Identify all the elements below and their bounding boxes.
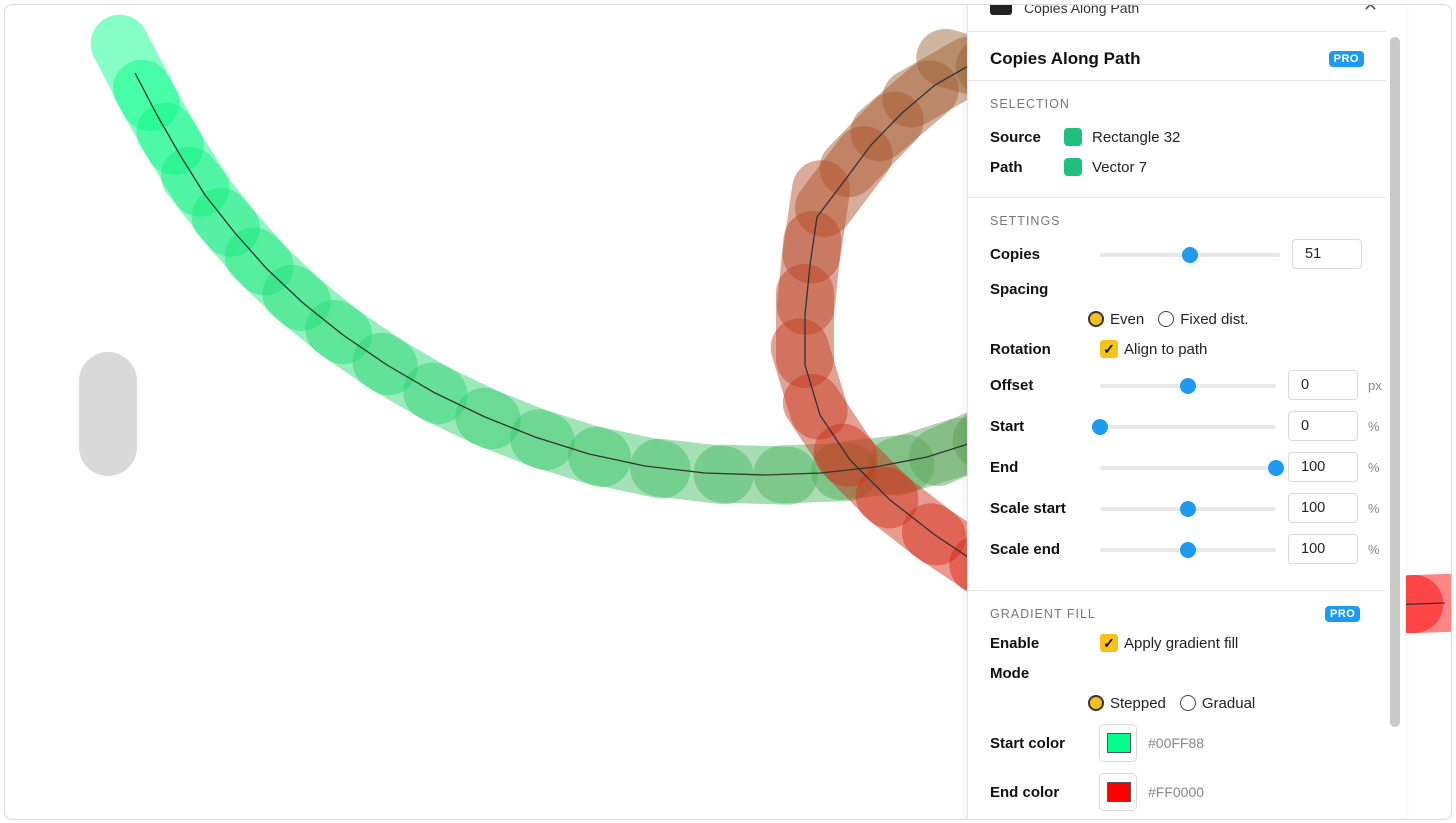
gradient-pro-badge: PRO (1325, 606, 1361, 622)
offset-unit: px (1368, 378, 1382, 393)
end-row: End (990, 456, 1386, 478)
plugin-icon (990, 5, 1012, 15)
end-color-hex[interactable]: #FF0000 (1148, 784, 1205, 800)
mode-gradual-radio[interactable]: Gradual (1179, 694, 1256, 712)
copies-label: Copies (990, 245, 1041, 263)
rotation-option: Align to path (1124, 340, 1208, 358)
enable-checkbox[interactable]: ✓ (1100, 634, 1118, 652)
scale-end-row: Scale end (990, 538, 1386, 560)
scale-start-slider-knob[interactable] (1180, 501, 1196, 517)
radio-selected-icon (1088, 695, 1104, 711)
spacing-options: Even Fixed dist. (1088, 308, 1386, 330)
mode-row: Mode (990, 662, 1386, 684)
start-unit: % (1368, 419, 1380, 434)
mode-options: Stepped Gradual (1088, 692, 1386, 714)
offset-slider[interactable] (1100, 378, 1276, 394)
settings-heading: SETTINGS (990, 214, 1061, 228)
spacing-fixed-radio[interactable]: Fixed dist. (1158, 310, 1249, 328)
end-slider-knob[interactable] (1268, 460, 1284, 476)
spacing-row: Spacing (990, 278, 1386, 300)
start-color-row: Start color (990, 732, 1386, 754)
scale-start-unit: % (1368, 501, 1380, 516)
mode-stepped-radio[interactable]: Stepped (1088, 695, 1166, 712)
gradient-section: GRADIENT FILL PRO Enable ✓ Apply gradien… (968, 591, 1386, 819)
rotation-checkbox[interactable]: ✓ (1100, 340, 1118, 358)
scale-end-unit: % (1368, 542, 1380, 557)
path-row: Path Vector 7 (990, 156, 1386, 178)
source-row: Source Rectangle 32 (990, 126, 1386, 148)
plugin-title: Copies Along Path (990, 49, 1141, 68)
path-label: Path (990, 158, 1023, 176)
close-icon[interactable]: ✕ (1362, 4, 1378, 15)
rotation-row: Rotation ✓ Align to path (990, 338, 1386, 360)
scale-end-label: Scale end (990, 540, 1061, 558)
plugin-panel: Copies Along Path ✕ Copies Along Path PR… (967, 4, 1406, 819)
source-value: Rectangle 32 (1092, 128, 1181, 146)
copies-slider[interactable] (1100, 247, 1280, 263)
end-slider[interactable] (1100, 460, 1284, 476)
offset-row: Offset (990, 374, 1386, 396)
pro-badge: PRO (1328, 51, 1364, 67)
copies-input[interactable]: 51 (1292, 239, 1362, 269)
start-slider[interactable] (1092, 419, 1276, 435)
start-input[interactable]: 0 (1288, 411, 1358, 441)
radio-empty-icon (1158, 311, 1175, 327)
spacing-even-label: Even (1110, 310, 1145, 328)
offset-label: Offset (990, 376, 1034, 394)
path-swatch (1064, 158, 1082, 176)
app-frame: Copies Along Path ✕ Copies Along Path PR… (4, 4, 1452, 820)
enable-label: Enable (990, 634, 1040, 652)
offset-input[interactable]: 0 (1288, 370, 1358, 400)
end-color-label: End color (990, 783, 1060, 801)
spacing-fixed-label: Fixed dist. (1180, 310, 1249, 328)
spacing-even-radio[interactable]: Even (1088, 311, 1144, 328)
offset-slider-knob[interactable] (1180, 378, 1196, 394)
scale-end-slider-knob[interactable] (1180, 542, 1196, 558)
copies-row: Copies (990, 243, 1386, 265)
enable-row: Enable ✓ Apply gradient fill (990, 632, 1386, 654)
start-slider-knob[interactable] (1092, 419, 1108, 435)
rotation-label: Rotation (990, 340, 1051, 358)
scale-start-label: Scale start (990, 499, 1066, 517)
scale-start-input[interactable]: 100 (1288, 493, 1358, 523)
end-label: End (990, 458, 1019, 476)
scrollbar-thumb[interactable] (1390, 37, 1400, 727)
start-label: Start (990, 417, 1025, 435)
end-color-fill (1107, 782, 1131, 802)
panel-scrollbar[interactable] (1390, 37, 1400, 727)
start-color-fill (1107, 733, 1131, 753)
mode-gradual-label: Gradual (1201, 694, 1256, 712)
spacing-label: Spacing (990, 280, 1049, 298)
settings-section: SETTINGS Copies 51 Spacing Even Fixed di… (968, 198, 1386, 591)
enable-option: Apply gradient fill (1124, 634, 1239, 652)
selection-heading: SELECTION (990, 97, 1070, 111)
start-row: Start (990, 415, 1386, 437)
end-color-swatch[interactable] (1099, 773, 1137, 811)
source-label: Source (990, 128, 1041, 146)
titlebar-title: Copies Along Path (1024, 4, 1140, 16)
end-input[interactable]: 100 (1288, 452, 1358, 482)
scale-start-row: Scale start (990, 497, 1386, 519)
plugin-header: Copies Along Path PRO (968, 32, 1386, 81)
mode-label: Mode (990, 664, 1030, 682)
scale-start-slider[interactable] (1100, 501, 1276, 517)
selection-section: SELECTION Source Rectangle 32 Path Vecto… (968, 81, 1386, 198)
start-color-hex[interactable]: #00FF88 (1148, 735, 1205, 751)
start-color-swatch[interactable] (1099, 724, 1137, 762)
end-color-row: End color (990, 781, 1386, 803)
mode-stepped-label: Stepped (1110, 694, 1166, 712)
gradient-heading: GRADIENT FILL (990, 607, 1096, 621)
radio-selected-icon (1088, 311, 1104, 327)
path-value: Vector 7 (1092, 158, 1148, 176)
source-swatch (1064, 128, 1082, 146)
start-color-label: Start color (990, 734, 1066, 752)
scale-end-input[interactable]: 100 (1288, 534, 1358, 564)
radio-empty-icon (1179, 695, 1196, 711)
scale-end-slider[interactable] (1100, 542, 1276, 558)
plugin-titlebar: Copies Along Path ✕ (968, 4, 1386, 32)
copies-slider-knob[interactable] (1182, 247, 1198, 263)
source-rectangle[interactable] (79, 352, 137, 476)
end-unit: % (1368, 460, 1380, 475)
